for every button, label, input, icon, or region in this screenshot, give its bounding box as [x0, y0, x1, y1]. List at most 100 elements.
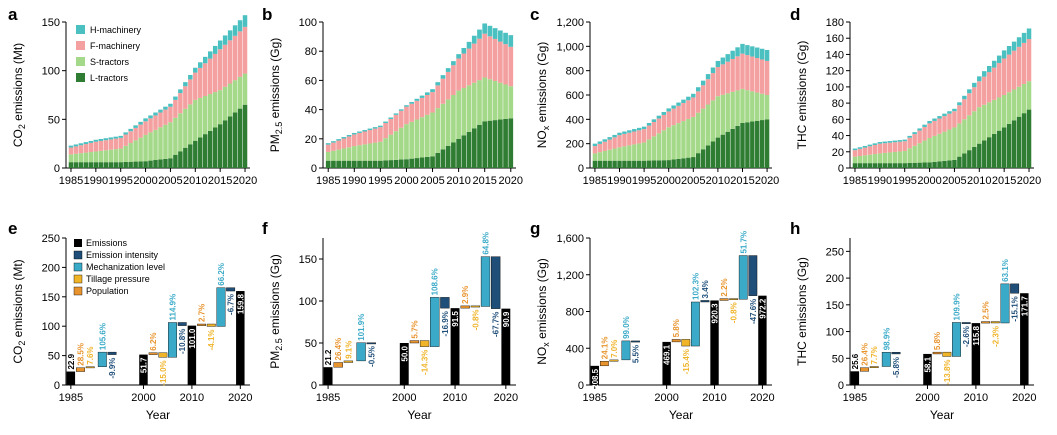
area-bar-f-machinery [857, 148, 863, 156]
area-bar-s-tractors [597, 152, 603, 161]
area-bar-s-tractors [852, 156, 858, 164]
y-tick-label: 150 [826, 300, 844, 312]
waterfall-bar-tillage-pressure [729, 298, 739, 300]
area-bar-h-machinery [227, 30, 233, 41]
area-bar-s-tractors [730, 91, 735, 129]
waterfall-bar-tillage-pressure [206, 323, 216, 327]
area-bar-l-tractors [1001, 127, 1007, 168]
area-bar-l-tractors [1011, 120, 1017, 168]
area-bar-f-machinery [341, 138, 347, 149]
area-bar-f-machinery [367, 130, 373, 144]
area-bar-l-tractors [745, 122, 750, 168]
area-bar-h-machinery [710, 67, 716, 74]
area-bar-s-tractors [203, 95, 208, 135]
area-bar-l-tractors [602, 160, 607, 168]
area-bar-h-machinery [862, 145, 868, 148]
waterfall-bar-emissions [923, 353, 932, 385]
area-bar-l-tractors [872, 163, 878, 168]
area-bar-s-tractors [612, 148, 617, 161]
area-bar-l-tractors [897, 163, 902, 168]
area-bar-h-machinery [750, 46, 755, 57]
waterfall-bar-emission-intensity [177, 322, 187, 326]
x-tick-label: 1990 [868, 175, 892, 187]
area-bar-f-machinery [398, 110, 404, 128]
area-bar-f-machinery [482, 33, 488, 78]
area-bar-f-machinery [592, 146, 598, 154]
area-bar-f-machinery [138, 124, 143, 138]
area-bar-h-machinery [632, 129, 637, 132]
x-tick-label: 2010 [180, 392, 204, 404]
area-bar-l-tractors [477, 124, 482, 168]
area-bar-s-tractors [445, 99, 451, 146]
area-bar-f-machinery [222, 44, 228, 87]
area-bar-f-machinery [357, 132, 362, 146]
area-bar-h-machinery [242, 15, 248, 27]
area-bar-h-machinery [207, 51, 213, 59]
area-bar-f-machinery [188, 79, 193, 105]
area-bar-l-tractors [168, 158, 173, 168]
area-bar-h-machinery [735, 47, 740, 57]
waterfall-bar-emissions [450, 308, 460, 385]
area-bar-h-machinery [108, 137, 113, 140]
area-bar-l-tractors [178, 151, 183, 168]
area-bar-s-tractors [617, 147, 622, 161]
area-bar-h-machinery [188, 74, 193, 80]
area-bar-s-tractors [740, 88, 745, 123]
area-bar-s-tractors [466, 85, 472, 132]
waterfall-bar-mechanization-level [430, 297, 440, 347]
data-label: -6.7% [227, 294, 236, 315]
x-axis-label: Year [930, 408, 954, 422]
area-bar-f-machinery [745, 55, 750, 91]
waterfall-bar-emissions [662, 341, 671, 385]
data-label: 105.6% [98, 323, 107, 350]
area-bar-h-machinery [646, 122, 652, 126]
area-bar-h-machinery [178, 89, 183, 94]
waterfall-bar-emissions [971, 323, 981, 385]
waterfall-bar-emission-intensity [107, 351, 117, 355]
area-bar-l-tractors [232, 112, 238, 168]
area-bar-l-tractors [153, 160, 158, 168]
x-tick-label: 2010 [702, 392, 726, 404]
data-label: -67.7% [492, 312, 501, 337]
data-label: -5.8% [892, 357, 901, 378]
area-bar-s-tractors [419, 117, 425, 158]
area-bar-h-machinery [740, 43, 745, 54]
area-bar-s-tractors [456, 90, 461, 139]
waterfall-bar-population [981, 321, 991, 324]
area-bar-s-tractors [398, 127, 404, 160]
legend-swatch [73, 250, 83, 260]
area-bar-l-tractors [108, 162, 113, 168]
area-bar-f-machinery [700, 85, 706, 109]
area-bar-l-tractors [482, 121, 488, 168]
area-bar-s-tractors [996, 97, 1002, 131]
waterfall-bar-population [599, 361, 609, 367]
area-bar-f-machinery [207, 58, 213, 95]
x-tick-label: 2015 [730, 175, 754, 187]
area-bar-l-tractors [414, 158, 420, 168]
area-bar-l-tractors [862, 163, 868, 168]
area-bar-l-tractors [173, 154, 178, 168]
area-bar-h-machinery [867, 144, 873, 147]
area-bar-l-tractors [735, 125, 740, 168]
area-bar-l-tractors [710, 141, 716, 168]
area-bar-h-machinery [393, 113, 399, 115]
area-bar-l-tractors [357, 160, 362, 168]
area-bar-l-tractors [227, 116, 233, 168]
area-bar-l-tractors [705, 145, 711, 168]
x-tick-label: 2020 [499, 175, 523, 187]
y-tick-label: 0 [838, 380, 844, 392]
y-tick-label: 0 [54, 380, 60, 392]
area-bar-s-tractors [388, 134, 394, 161]
area-bar-l-tractors [720, 134, 726, 168]
area-bar-f-machinery [917, 130, 922, 144]
area-bar-l-tractors [661, 160, 666, 168]
area-bar-l-tractors [445, 145, 451, 168]
x-tick-label: 2000 [654, 392, 678, 404]
area-bar-f-machinery [93, 141, 99, 152]
area-bar-h-machinery [93, 139, 99, 142]
area-bar-h-machinery [651, 119, 657, 123]
area-bar-l-tractors [73, 162, 79, 168]
area-bar-h-machinery [656, 115, 662, 119]
area-bar-f-machinery [1011, 50, 1017, 90]
y-tick-label: 250 [826, 246, 844, 258]
